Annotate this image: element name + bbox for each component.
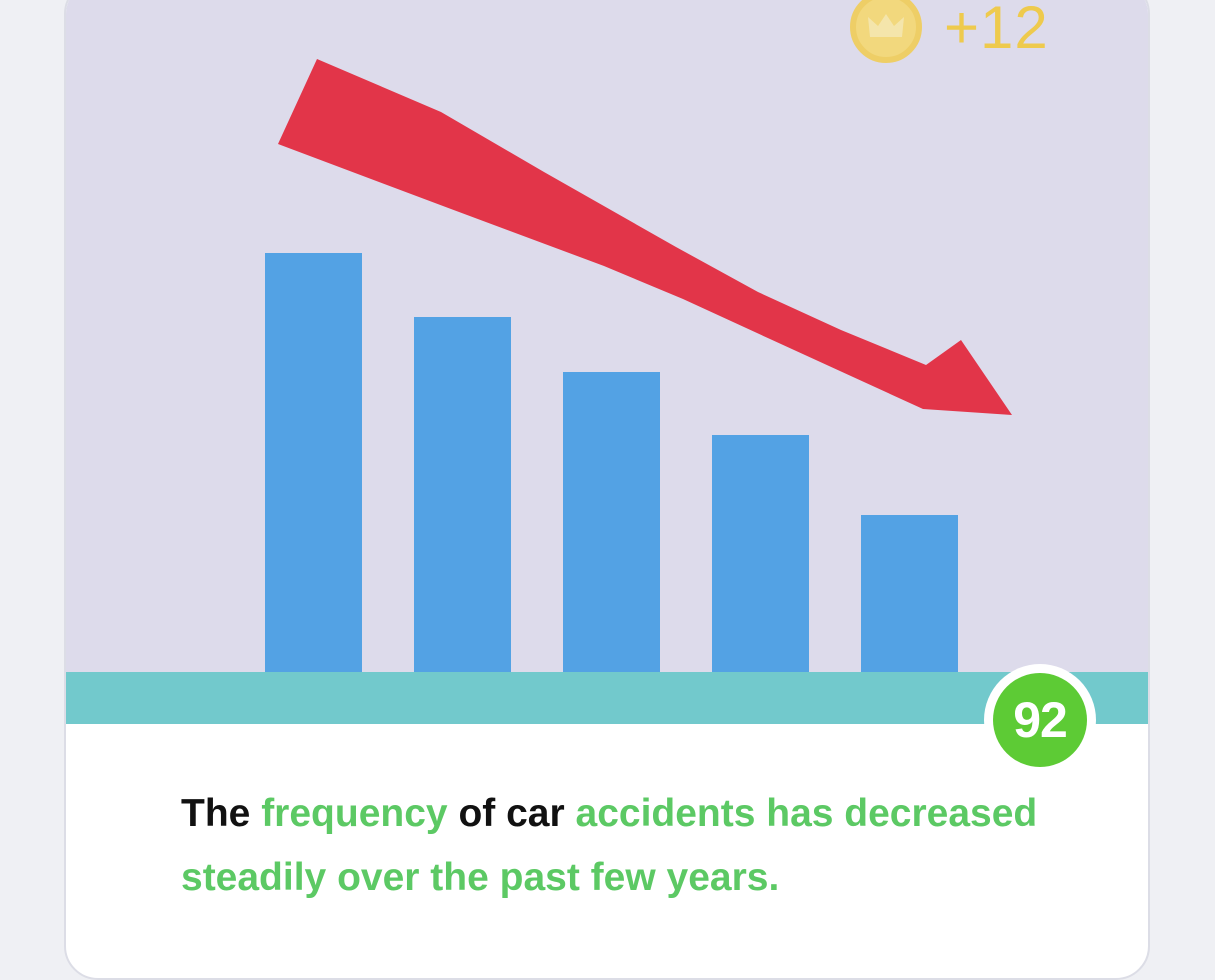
highlighted-phrase: accidents has decreased steadily over th…: [181, 792, 1038, 899]
down-arrow-icon: [278, 59, 1012, 415]
illustration-panel: [66, 0, 1148, 724]
ground-strip: [66, 672, 1148, 724]
word: of: [458, 792, 496, 835]
reward-indicator: +12: [850, 0, 1049, 64]
score-badge: 92: [984, 664, 1096, 776]
question-sentence: The frequency of car accidents has decre…: [181, 782, 1141, 910]
word: The: [181, 792, 251, 835]
bar-1: [265, 253, 362, 673]
bar-3: [563, 372, 660, 673]
bar-2: [414, 317, 511, 673]
highlighted-word: frequency: [261, 792, 448, 835]
bar-4: [712, 435, 809, 673]
decreasing-chart-icon: [265, 59, 1012, 673]
crown-coin-icon: [850, 0, 922, 63]
crown-icon: [868, 14, 904, 37]
question-card: The frequency of car accidents has decre…: [64, 0, 1150, 980]
bar-5: [861, 515, 958, 673]
score-value: 92: [993, 673, 1087, 767]
reward-amount: +12: [944, 0, 1049, 61]
word: car: [506, 792, 565, 835]
